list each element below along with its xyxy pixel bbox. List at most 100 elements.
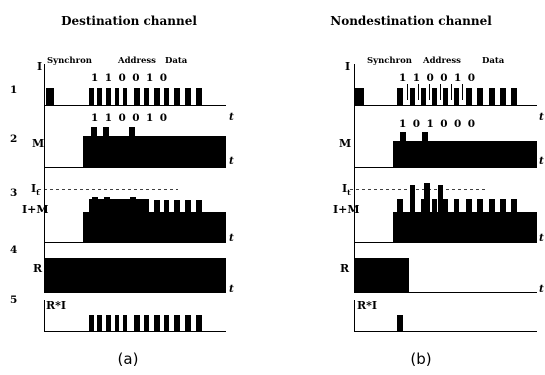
row1-t-label: t bbox=[229, 111, 234, 123]
row-number-1: 1 bbox=[10, 84, 17, 96]
row1-pulse bbox=[443, 88, 448, 105]
row1-pulse bbox=[89, 88, 94, 105]
row2-bit-bump bbox=[400, 132, 406, 141]
row5-pulse bbox=[397, 315, 403, 331]
address-bits-row2: 1 0 1 0 0 0 bbox=[399, 118, 477, 130]
address-bits-row2: 1 1 0 0 1 0 bbox=[91, 112, 169, 124]
row5-pulse bbox=[115, 315, 119, 331]
row3-pulse bbox=[421, 199, 426, 212]
row3-peak-pulse bbox=[424, 183, 430, 212]
row3-pulse bbox=[511, 199, 517, 212]
row5-pulse bbox=[154, 315, 160, 331]
row3-pulse bbox=[196, 200, 202, 212]
row5-pulse bbox=[164, 315, 169, 331]
it-sub: t bbox=[347, 188, 351, 197]
row3-pulse bbox=[477, 199, 483, 212]
row3-pulse bbox=[489, 199, 495, 212]
row2-m-block bbox=[393, 141, 537, 167]
row3-pulse bbox=[443, 199, 448, 212]
row3-bit-peak bbox=[92, 197, 98, 200]
m-label: M bbox=[32, 137, 44, 150]
r-times-i-label: R*I bbox=[357, 299, 377, 312]
row2-bit-bump bbox=[129, 127, 135, 136]
r-times-i-label: R*I bbox=[46, 299, 66, 312]
it-label: It bbox=[31, 182, 40, 197]
row5-pulse bbox=[174, 315, 180, 331]
data-label: Data bbox=[482, 56, 505, 66]
row-number-3: 3 bbox=[10, 187, 17, 199]
row4-r-block bbox=[355, 258, 409, 292]
address-label: Address bbox=[422, 56, 461, 66]
row1-pulse bbox=[489, 88, 495, 105]
synchron-label: Synchron bbox=[367, 56, 412, 66]
row1-pulse bbox=[432, 88, 437, 105]
address-label: Address bbox=[117, 56, 156, 66]
row1-pulse bbox=[454, 88, 459, 105]
panel-destination: I Synchron Address Data 1 1 0 0 1 0 t 1 … bbox=[22, 56, 234, 368]
row1-pulse bbox=[185, 88, 191, 105]
i-axis-label: I bbox=[37, 60, 42, 73]
row2-bit-bump bbox=[103, 127, 109, 136]
it-label: It bbox=[342, 182, 351, 197]
it-sub: t bbox=[36, 188, 40, 197]
row-number-5: 5 bbox=[10, 294, 17, 306]
row5-pulse bbox=[106, 315, 111, 331]
row2-t-label: t bbox=[539, 155, 544, 167]
row2-bit-bump bbox=[91, 127, 97, 136]
row3-peak-pulse bbox=[438, 185, 443, 212]
row3-address-block bbox=[89, 199, 149, 212]
row1-pulse bbox=[410, 88, 415, 105]
row4-r-block bbox=[45, 258, 226, 292]
row3-sum-block bbox=[393, 212, 537, 242]
row3-pulse bbox=[397, 199, 403, 212]
row5-pulse bbox=[134, 315, 140, 331]
row3-pulse bbox=[500, 199, 506, 212]
row2-bit-bump bbox=[422, 132, 428, 141]
row3-bit-peak bbox=[130, 197, 136, 200]
row1-pulse bbox=[397, 88, 403, 105]
row1-sync-pulse bbox=[46, 88, 54, 105]
row1-sync-pulse bbox=[355, 88, 364, 105]
row3-pulse bbox=[432, 199, 437, 212]
row-number-2: 2 bbox=[10, 133, 17, 145]
row1-pulse bbox=[106, 88, 111, 105]
row1-pulse bbox=[511, 88, 517, 105]
row3-t-label: t bbox=[229, 232, 234, 244]
address-bits-row1: 1 1 0 0 1 0 bbox=[399, 72, 477, 84]
i-plus-m-label: I+M bbox=[22, 203, 49, 216]
caption-a: (a) bbox=[118, 350, 139, 368]
row5-pulse bbox=[89, 315, 94, 331]
row3-pulse bbox=[454, 199, 459, 212]
i-plus-m-label: I+M bbox=[333, 203, 360, 216]
row3-sum-block bbox=[83, 212, 226, 242]
r-label: R bbox=[33, 262, 43, 275]
row1-t-label: t bbox=[539, 111, 544, 123]
it-main: I bbox=[342, 182, 347, 195]
r-label: R bbox=[340, 262, 350, 275]
i-axis-label: I bbox=[345, 60, 350, 73]
row3-pulse bbox=[164, 200, 169, 212]
row5-pulse bbox=[97, 315, 102, 331]
row1-pulse bbox=[97, 88, 102, 105]
row3-bit-peak bbox=[104, 197, 110, 200]
row4-t-label: t bbox=[229, 283, 234, 295]
row3-pulse bbox=[185, 200, 191, 212]
row2-m-block bbox=[83, 136, 226, 167]
row1-pulse bbox=[500, 88, 506, 105]
row1-pulse bbox=[115, 88, 119, 105]
m-label: M bbox=[339, 137, 351, 150]
row3-peak-pulse bbox=[410, 185, 415, 212]
row3-t-label: t bbox=[539, 232, 544, 244]
row1-pulse bbox=[421, 88, 426, 105]
row5-pulse bbox=[185, 315, 191, 331]
row2-t-label: t bbox=[229, 155, 234, 167]
row1-pulse bbox=[134, 88, 140, 105]
row1-pulse bbox=[174, 88, 180, 105]
synchron-label: Synchron bbox=[47, 56, 92, 66]
nondestination-channel-title: Nondestination channel bbox=[330, 14, 492, 28]
row1-pulse bbox=[154, 88, 160, 105]
row1-pulse bbox=[144, 88, 149, 105]
row3-pulse bbox=[174, 200, 180, 212]
address-bits-row1: 1 1 0 0 1 0 bbox=[91, 72, 169, 84]
